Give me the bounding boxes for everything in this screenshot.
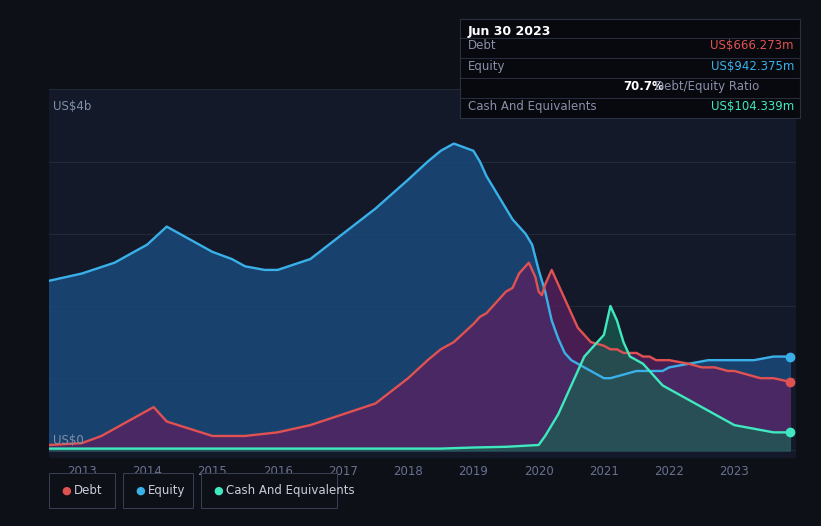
Text: ●: ● [213,485,223,495]
Text: 70.7%: 70.7% [623,79,664,93]
Text: US$4b: US$4b [53,100,91,114]
Text: US$0: US$0 [53,433,84,447]
Text: Jun 30 2023: Jun 30 2023 [468,25,552,38]
Text: Debt: Debt [74,484,103,497]
Text: US$942.375m: US$942.375m [710,59,794,73]
Text: Cash And Equivalents: Cash And Equivalents [226,484,355,497]
Text: ●: ● [62,485,71,495]
Text: Debt: Debt [468,39,497,53]
Text: Equity: Equity [148,484,186,497]
Text: ●: ● [135,485,145,495]
Text: US$104.339m: US$104.339m [711,100,794,113]
Text: US$666.273m: US$666.273m [710,39,794,53]
Text: Debt/Equity Ratio: Debt/Equity Ratio [654,79,759,93]
Text: Cash And Equivalents: Cash And Equivalents [468,100,597,113]
Text: Equity: Equity [468,59,506,73]
